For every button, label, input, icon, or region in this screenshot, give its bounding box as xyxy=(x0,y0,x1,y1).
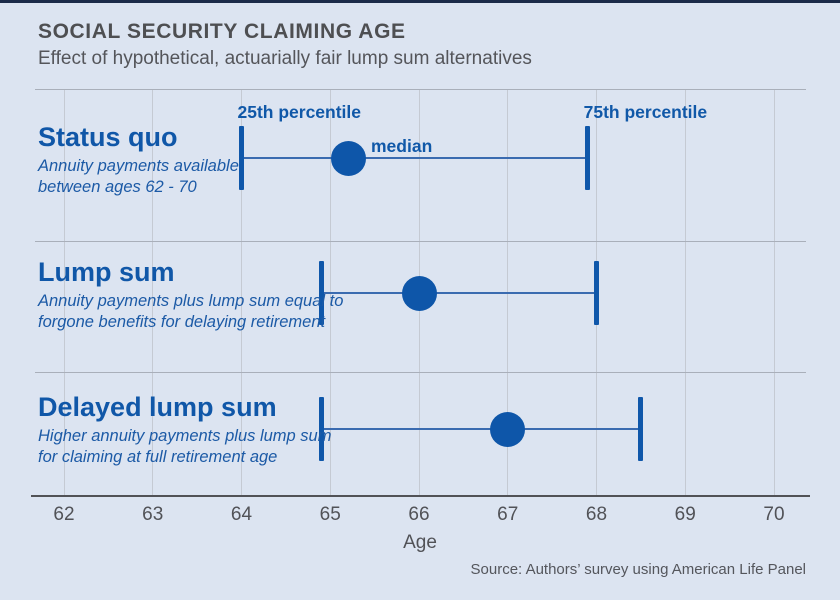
annotation-75th-percentile: 75th percentile xyxy=(583,102,708,122)
row-description-line1: Annuity payments available xyxy=(38,157,239,175)
chart-title: SOCIAL SECURITY CLAIMING AGE xyxy=(38,20,406,43)
range-connector-line xyxy=(321,292,597,294)
median-dot xyxy=(401,275,437,311)
p25-whisker xyxy=(318,261,324,325)
gridline xyxy=(773,89,775,496)
chart-subtitle: Effect of hypothetical, actuarially fair… xyxy=(38,48,532,69)
median-dot xyxy=(490,411,526,447)
gridline xyxy=(63,89,65,496)
p75-whisker xyxy=(638,397,644,461)
p25-whisker xyxy=(239,126,244,190)
median-dot xyxy=(330,140,366,176)
x-axis-line xyxy=(31,495,810,497)
row-title: Status quo xyxy=(38,122,178,152)
row-label-status-quo: Status quo Annuity payments available be… xyxy=(38,122,368,198)
x-tick-label: 65 xyxy=(319,504,341,525)
x-axis-title: Age xyxy=(403,532,437,553)
range-connector-line xyxy=(321,428,641,430)
x-tick-label: 66 xyxy=(408,504,430,525)
row-separator-line xyxy=(35,241,806,242)
x-tick-label: 64 xyxy=(230,504,253,525)
p75-whisker xyxy=(594,261,599,325)
gridline xyxy=(152,89,154,496)
row-title: Delayed lump sum xyxy=(38,392,277,422)
x-tick-label: 62 xyxy=(53,504,75,525)
p25-whisker xyxy=(318,397,324,461)
row-description: Annuity payments plus lump sum equal to … xyxy=(38,291,368,333)
row-description-line2: between ages 62 - 70 xyxy=(38,178,197,196)
annotation-median: median xyxy=(371,136,433,156)
annotation-25th-percentile: 25th percentile xyxy=(237,102,362,122)
row-title: Lump sum xyxy=(38,257,175,287)
gridline xyxy=(684,89,686,496)
row-separator-line xyxy=(35,89,806,90)
row-description-line2: for claiming at full retirement age xyxy=(38,448,278,466)
row-description: Higher annuity payments plus lump sum fo… xyxy=(38,426,368,468)
row-label-delayed-lump-sum: Delayed lump sum Higher annuity payments… xyxy=(38,392,368,468)
x-tick-label: 68 xyxy=(585,504,608,525)
row-description-line1: Higher annuity payments plus lump sum xyxy=(38,427,332,445)
x-tick-label: 67 xyxy=(497,504,519,525)
x-tick-label: 70 xyxy=(763,504,785,525)
x-tick-label: 63 xyxy=(142,504,164,525)
x-tick-label: 69 xyxy=(674,504,696,525)
row-separator-line xyxy=(35,372,806,373)
top-accent-bar xyxy=(0,0,840,3)
gridline xyxy=(241,89,242,496)
range-connector-line xyxy=(241,157,588,159)
source-note: Source: Authors’ survey using American L… xyxy=(470,561,806,578)
row-description: Annuity payments available between ages … xyxy=(38,156,368,198)
row-description-line2: forgone benefits for delaying retirement xyxy=(38,313,326,331)
row-description-line1: Annuity payments plus lump sum equal to xyxy=(38,292,344,310)
p75-whisker xyxy=(585,126,591,190)
row-label-lump-sum: Lump sum Annuity payments plus lump sum … xyxy=(38,257,368,333)
